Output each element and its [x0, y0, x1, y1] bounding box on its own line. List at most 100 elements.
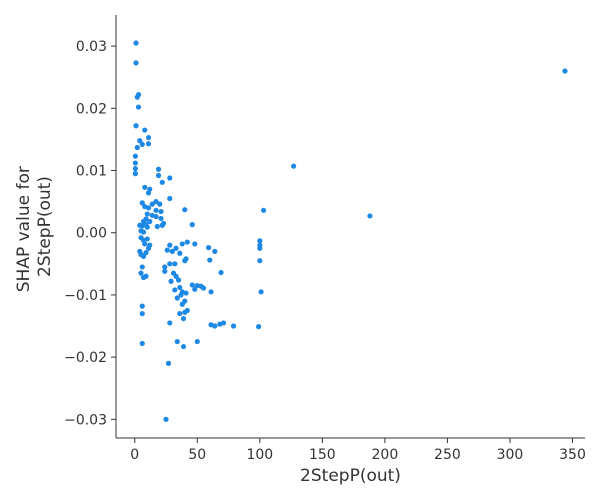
- scatter-point: [133, 123, 139, 129]
- scatter-point: [158, 208, 164, 215]
- scatter-point: [157, 201, 163, 207]
- scatter-point: [257, 245, 263, 251]
- scatter-point: [144, 236, 150, 242]
- scatter-point: [230, 323, 237, 329]
- y-axis-title: SHAP value for 2StepP(out): [14, 161, 55, 292]
- scatter-point: [180, 315, 187, 322]
- scatter-point: [177, 310, 183, 317]
- scatter-point: [139, 264, 145, 270]
- scatter-point: [140, 229, 147, 235]
- scatter-point: [194, 338, 200, 345]
- scatter-point: [173, 273, 179, 279]
- scatter-point: [220, 320, 227, 326]
- scatter-point: [172, 287, 178, 293]
- scatter-point: [139, 200, 145, 206]
- scatter-point: [177, 284, 183, 291]
- scatter-point: [168, 278, 174, 284]
- scatter-point: [192, 241, 198, 247]
- scatter-point: [200, 285, 207, 291]
- x-tick-label: 200: [372, 447, 399, 463]
- scatter-point: [134, 144, 140, 151]
- scatter-point: [145, 205, 152, 211]
- scatter-point: [145, 245, 152, 251]
- scatter-point: [175, 277, 182, 283]
- scatter-point: [260, 207, 267, 213]
- scatter-point: [145, 190, 152, 196]
- scatter-point: [153, 199, 159, 205]
- y-tick-label: −0.01: [64, 288, 107, 304]
- scatter-point: [183, 290, 189, 296]
- scatter-point: [257, 238, 263, 244]
- scatter-point: [255, 324, 262, 330]
- scatter-point: [137, 138, 143, 144]
- scatter-point: [155, 166, 162, 172]
- scatter-point: [212, 248, 218, 254]
- scatter-point: [174, 295, 180, 301]
- scatter-point: [167, 242, 173, 248]
- x-axis-title: 2StepP(out): [300, 466, 401, 486]
- scatter-point: [144, 224, 150, 230]
- scatter-point: [132, 166, 138, 172]
- scatter-point: [132, 171, 138, 177]
- scatter-point: [182, 309, 188, 315]
- axes: [115, 15, 585, 439]
- x-tick-label: 150: [309, 447, 336, 463]
- scatter-point: [139, 303, 145, 309]
- scatter-point: [258, 289, 264, 295]
- scatter-point: [169, 248, 175, 254]
- x-tick-label: 50: [188, 447, 206, 463]
- scatter-point: [182, 207, 188, 213]
- scatter-point: [167, 261, 173, 267]
- scatter-point: [208, 289, 214, 295]
- scatter-point: [140, 274, 147, 281]
- scatter-point: [163, 416, 169, 422]
- scatter-point: [562, 68, 568, 74]
- scatter-point: [139, 141, 145, 147]
- scatter-point: [139, 310, 145, 317]
- scatter-point: [173, 245, 179, 251]
- scatter-point: [162, 264, 168, 270]
- x-axis-ticks: 0 50 100 150 200 250 300 350: [130, 438, 586, 463]
- y-tick-label: −0.02: [64, 350, 107, 366]
- scatter-point: [218, 269, 224, 276]
- scatter-point: [143, 250, 149, 256]
- y-axis-ticks: −0.03 −0.02 −0.01 0.00 0.01 0.02 0.03: [64, 39, 116, 428]
- scatter-point: [135, 104, 142, 110]
- scatter-point: [165, 360, 172, 366]
- scatter-point: [207, 257, 213, 263]
- scatter-point: [167, 175, 173, 181]
- scatter-point: [137, 222, 143, 228]
- scatter-point: [139, 340, 145, 347]
- scatter-point: [179, 241, 185, 247]
- scatter-point: [142, 127, 148, 133]
- scatter-point: [160, 220, 167, 226]
- scatter-point: [145, 134, 152, 141]
- scatter-point: [182, 258, 188, 264]
- y-tick-label: 0.01: [76, 164, 107, 180]
- scatter-point: [167, 320, 173, 326]
- scatter-point: [180, 343, 187, 350]
- x-tick-label: 0: [130, 447, 139, 463]
- scatter-point: [138, 270, 144, 276]
- scatter-point: [212, 323, 218, 329]
- scatter-point: [192, 286, 198, 292]
- x-tick-label: 300: [497, 447, 524, 463]
- y-axis-title-line-1: SHAP value for: [14, 166, 34, 292]
- scatter-point: [205, 245, 212, 251]
- scatter-point: [133, 40, 139, 46]
- y-axis-title-line-2: 2StepP(out): [35, 176, 55, 277]
- scatter-point: [147, 218, 153, 225]
- scatter-point: [142, 241, 148, 247]
- scatter-point: [154, 223, 160, 230]
- scatter-point: [159, 179, 165, 185]
- y-tick-label: −0.03: [64, 412, 107, 428]
- scatter-point: [189, 222, 195, 228]
- scatter-point: [184, 239, 190, 245]
- scatter-point: [135, 92, 142, 98]
- scatter-points: [132, 40, 568, 422]
- scatter-point: [158, 215, 164, 222]
- scatter-point: [174, 338, 180, 345]
- scatter-point: [179, 301, 185, 307]
